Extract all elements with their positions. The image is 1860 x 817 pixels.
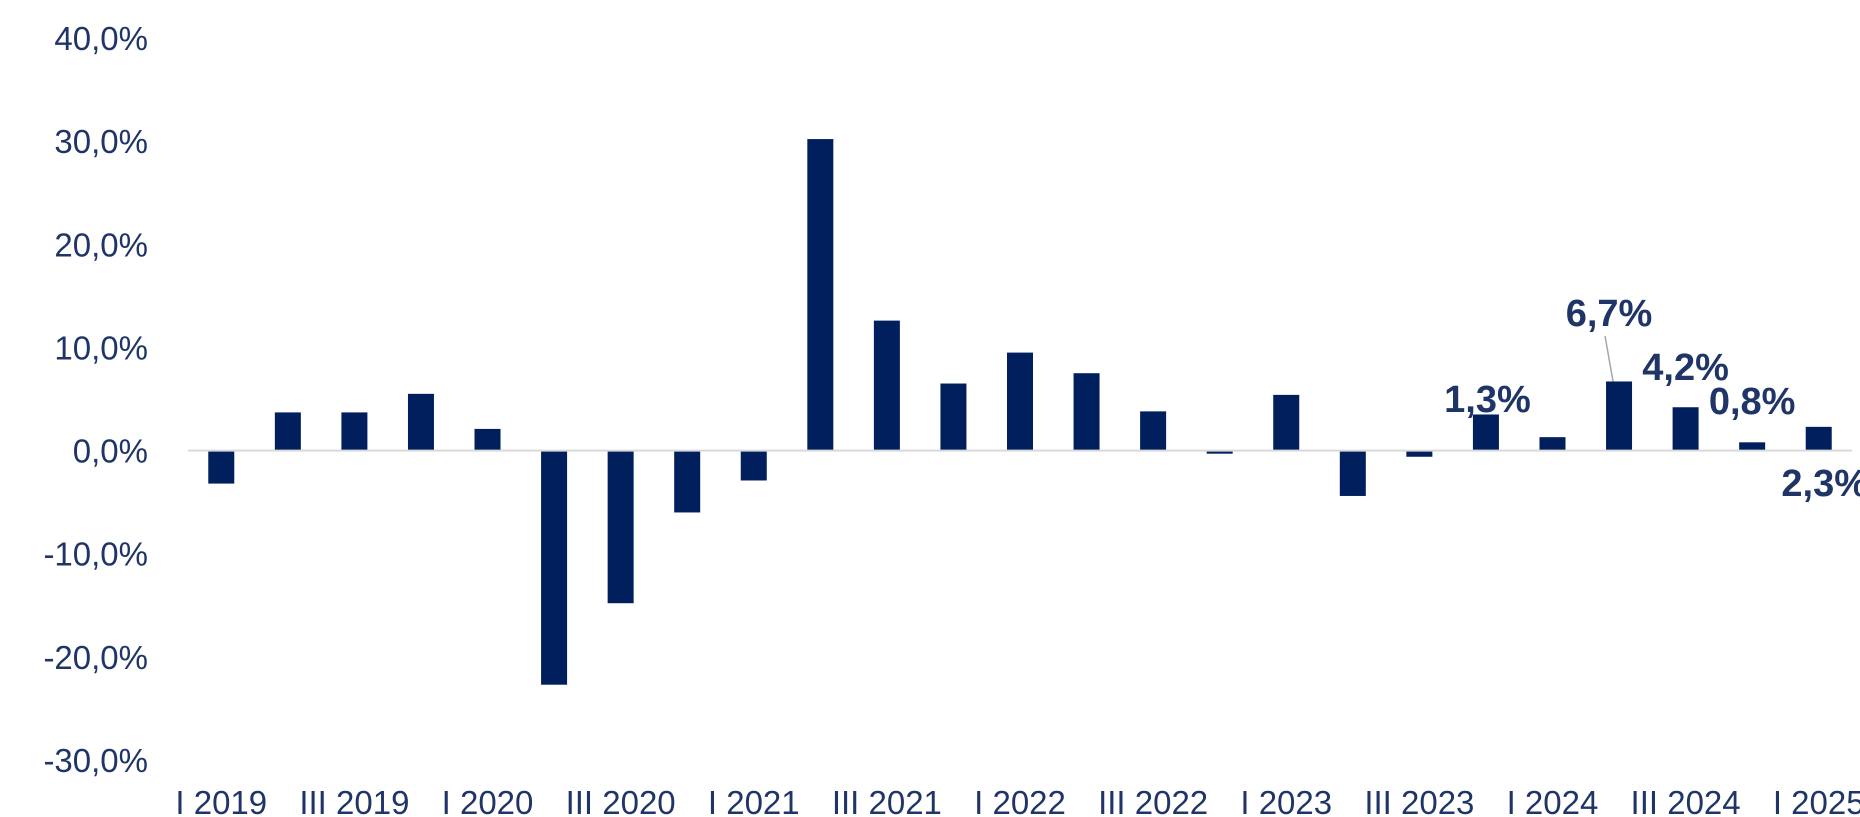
y-tick-label: 40,0%: [54, 20, 148, 57]
data-label: 4,2%: [1642, 347, 1729, 389]
x-tick-label: III 2022: [1098, 784, 1208, 817]
x-tick-label: III 2023: [1364, 784, 1474, 817]
bar: [1539, 437, 1566, 451]
bar: [873, 320, 900, 451]
data-label: 1,3%: [1444, 379, 1531, 421]
x-axis-ticks: I 2019 III 2019 I 2020 III 2020 I 2021 III 20…: [175, 784, 1860, 817]
bar: [1273, 394, 1300, 451]
bar: [1472, 414, 1499, 451]
bar: [341, 412, 368, 451]
x-tick-label: I 2019: [175, 784, 267, 817]
x-tick-label: III 2024: [1631, 784, 1741, 817]
y-tick-label: 10,0%: [54, 329, 148, 366]
bar: [807, 139, 834, 451]
bar: [1672, 407, 1699, 451]
y-tick-label: 20,0%: [54, 226, 148, 263]
data-label-leader-line: [1604, 335, 1614, 382]
bar: [1007, 352, 1033, 451]
bar: [1739, 442, 1766, 451]
bar: [208, 450, 235, 484]
bar: [1140, 411, 1167, 451]
data-label-leaders: [1604, 335, 1614, 382]
x-tick-label: I 2024: [1507, 784, 1599, 817]
bar: [940, 383, 967, 451]
data-label: 0,8%: [1709, 381, 1796, 423]
x-tick-label: I 2025: [1773, 784, 1860, 817]
bar: [674, 450, 701, 513]
y-tick-label: -10,0%: [43, 536, 148, 573]
bar: [607, 450, 634, 604]
x-tick-label: I 2023: [1240, 784, 1332, 817]
y-tick-label: 0,0%: [73, 433, 148, 470]
y-tick-label: -30,0%: [43, 742, 148, 779]
bars: [208, 139, 1832, 685]
y-tick-label: 30,0%: [54, 123, 148, 160]
bar: [274, 412, 301, 451]
data-label: 6,7%: [1566, 293, 1653, 335]
x-tick-label: III 2020: [566, 784, 676, 817]
data-labels: 1,3% 6,7% 4,2%0,8% 2,3%: [1444, 293, 1860, 505]
bar: [541, 450, 568, 685]
y-axis-ticks: 40,0% 30,0% 20,0% 10,0% 0,0% -10,0% -20,0% -30,…: [43, 20, 148, 779]
x-tick-label: I 2020: [442, 784, 534, 817]
x-tick-label: III 2021: [832, 784, 942, 817]
y-tick-label: -20,0%: [43, 639, 148, 676]
bar: [1805, 426, 1832, 451]
bar: [407, 393, 434, 451]
x-tick-label: I 2022: [974, 784, 1066, 817]
bar: [1073, 373, 1100, 451]
x-tick-label: I 2021: [708, 784, 800, 817]
bar: [1206, 450, 1233, 454]
x-tick-label: III 2019: [299, 784, 409, 817]
bar: [1339, 450, 1366, 496]
bar: [740, 450, 767, 481]
bar: [1406, 450, 1433, 457]
data-label: 2,3%: [1781, 463, 1860, 505]
bar: [474, 428, 501, 451]
bar: [1606, 381, 1633, 451]
